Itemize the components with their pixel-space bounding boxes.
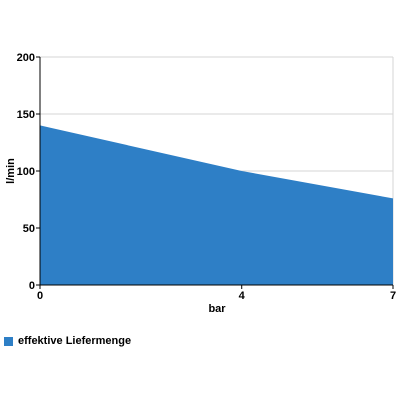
x-tick-label: 0	[37, 290, 43, 302]
legend-label: effektive Liefermenge	[18, 335, 132, 347]
x-axis-title: bar	[208, 303, 226, 315]
x-tick-labels: 0 4 7	[37, 290, 396, 302]
x-tick-label: 4	[239, 290, 246, 302]
legend-swatch	[4, 336, 13, 346]
y-tick-label: 50	[23, 223, 35, 235]
axes	[36, 56, 394, 289]
x-tick-label: 7	[390, 290, 396, 302]
legend: effektive Liefermenge	[4, 335, 131, 347]
y-tick-label: 200	[17, 52, 35, 64]
area-series	[40, 125, 393, 286]
y-tick-labels: 0 50 100 150 200	[17, 52, 35, 292]
area-series-0	[40, 125, 393, 286]
y-axis-title: l/min	[5, 158, 17, 184]
y-tick-label: 150	[17, 109, 35, 121]
y-tick-label: 0	[29, 280, 35, 292]
y-tick-label: 100	[17, 166, 35, 178]
